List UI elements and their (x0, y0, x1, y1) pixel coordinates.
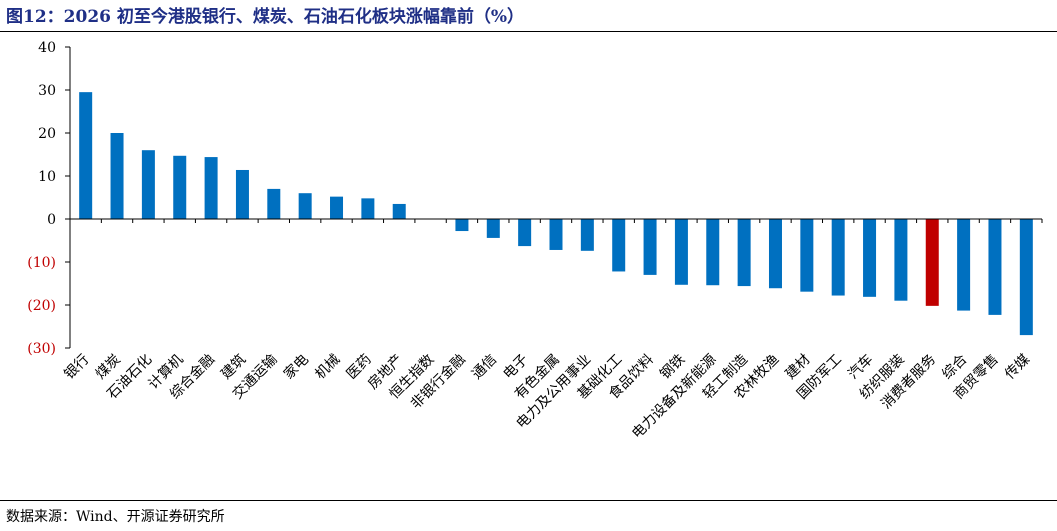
y-tick-label: 10 (38, 169, 56, 185)
title-rule (0, 31, 1057, 32)
bar-7 (267, 188, 281, 219)
chart-title: 图12：2026 初至今港股银行、煤炭、石油石化板块涨幅靠前（%） (6, 7, 525, 27)
bar-15 (518, 219, 532, 247)
bar-21 (706, 219, 720, 286)
x-tick-label: 通信 (469, 352, 500, 383)
bar-27 (894, 219, 908, 301)
bar-3 (141, 150, 155, 219)
bar-24 (800, 219, 814, 292)
bar-20 (674, 219, 688, 285)
x-tick-label: 家电 (280, 351, 312, 383)
bar-9 (330, 196, 344, 219)
x-tick-label: 银行 (61, 352, 92, 383)
bar-6 (235, 169, 249, 219)
bar-19 (643, 219, 657, 275)
bar-10 (361, 198, 375, 219)
bar-2 (110, 133, 124, 219)
bar-28 (925, 219, 939, 306)
x-tick-labels: 银行 煤炭石油石化计算机综合金融 建筑交通运输 家电 机械 医药房地产恒生指数非银行金融通… (61, 351, 1033, 442)
y-tick-label: (10) (27, 255, 56, 271)
x-tick-label: 机械 (312, 352, 343, 383)
bar-4 (173, 155, 187, 219)
source-note: 数据来源：Wind、开源证券研究所 (6, 509, 225, 525)
y-tick-label: (20) (27, 298, 56, 314)
bar-30 (988, 219, 1002, 315)
y-axis: 40 30 20 10 0 (10) (20) (30) (27, 40, 71, 357)
bar-25 (831, 219, 845, 296)
bar-14 (486, 219, 500, 238)
bars (79, 92, 1033, 336)
bar-16 (549, 219, 563, 250)
bar-1 (79, 92, 93, 219)
bar-11 (392, 203, 406, 219)
bar-22 (737, 219, 751, 287)
source-rule (0, 500, 1057, 501)
y-tick-label: 30 (38, 83, 56, 99)
bar-29 (957, 219, 971, 311)
bar-8 (298, 193, 312, 219)
bar-17 (580, 219, 594, 251)
bar-26 (863, 219, 877, 297)
bar-18 (612, 219, 626, 272)
y-tick-label: (30) (27, 341, 56, 357)
bar-13 (455, 219, 469, 232)
y-tick-label: 20 (38, 126, 56, 142)
bar-31 (1019, 219, 1033, 336)
bar-23 (768, 219, 782, 289)
y-tick-label: 0 (47, 212, 56, 228)
x-tick-label: 传媒 (1002, 352, 1033, 383)
y-tick-label: 40 (38, 40, 56, 56)
x-axis (69, 218, 1043, 223)
bar-5 (204, 157, 218, 219)
